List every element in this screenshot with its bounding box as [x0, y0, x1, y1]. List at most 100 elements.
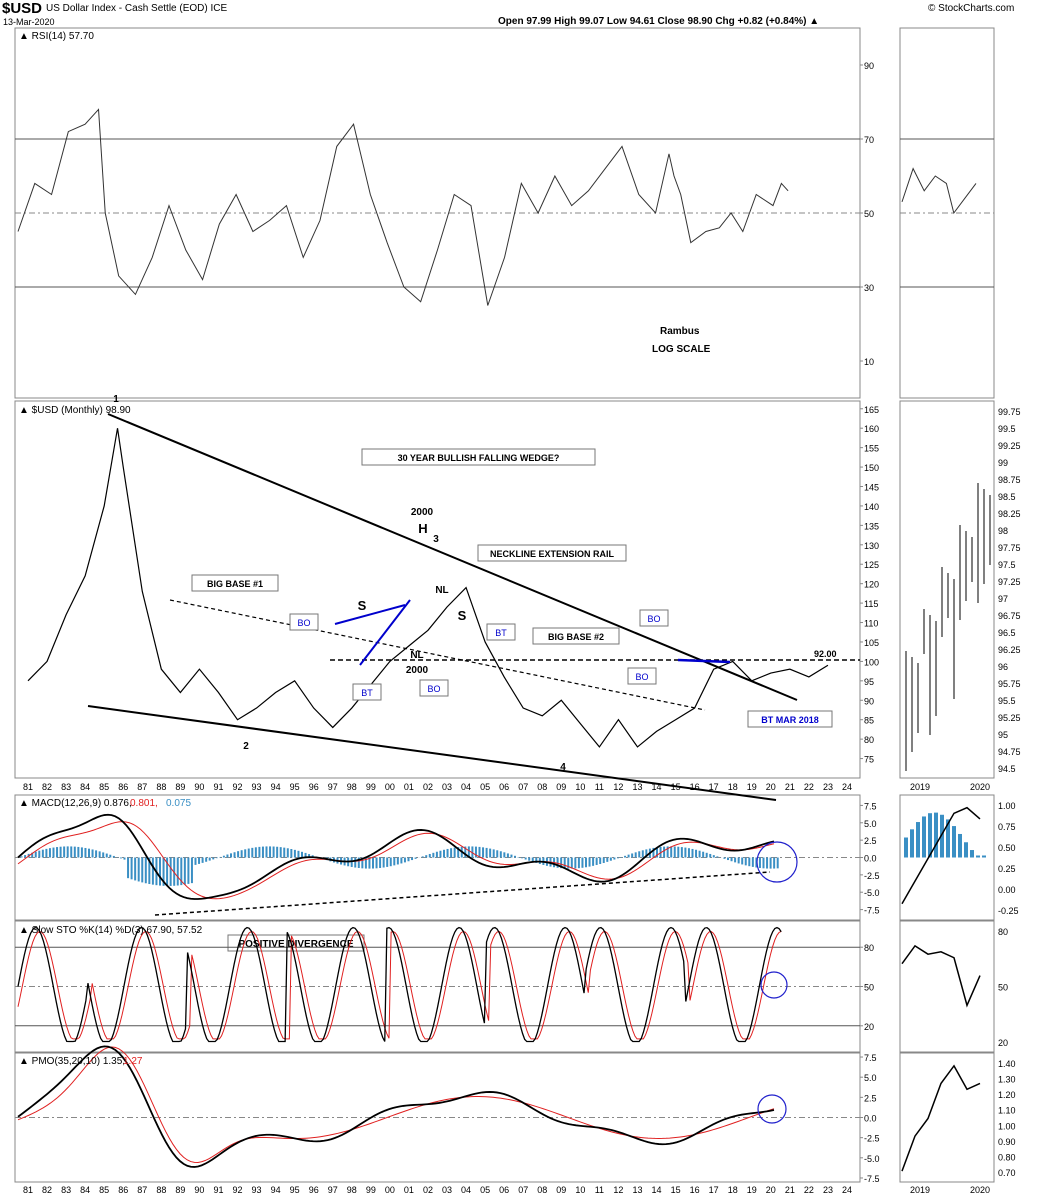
pmo-mini-ytick-label: 1.30	[998, 1075, 1016, 1085]
x-tick-label: 01	[404, 1185, 414, 1195]
x-tick-label: 16	[690, 782, 700, 792]
price-ytick-label: 120	[864, 580, 879, 590]
year-2000-bottom-label: 2000	[406, 665, 429, 676]
x-tick-label: 94	[271, 1185, 281, 1195]
x-tick-label: 04	[461, 782, 471, 792]
head-label: H	[418, 521, 427, 536]
x-tick-label: 18	[728, 782, 738, 792]
chart-name: US Dollar Index - Cash Settle (EOD) ICE	[46, 3, 228, 14]
x-tick-label: 17	[709, 782, 719, 792]
macd-mini-bar	[976, 855, 980, 858]
price-mini-ytick-label: 94.5	[998, 764, 1016, 774]
price-mini-ytick-label: 95.75	[998, 679, 1021, 689]
macd-mini-bar	[958, 833, 962, 858]
x-tick-label: 98	[347, 1185, 357, 1195]
bt-callout-2-box	[486, 623, 516, 641]
bo-callout-1: BO	[297, 618, 310, 628]
x-tick-label: 10	[575, 1185, 585, 1195]
x-tick-label: 97	[328, 782, 338, 792]
chart-symbol: $USD	[2, 0, 43, 17]
mini-x-tick-label: 2019	[910, 1185, 930, 1195]
macd-ytick-label: 5.0	[864, 819, 877, 829]
x-tick-label: 84	[80, 1185, 90, 1195]
pmo-mini-line	[901, 1064, 981, 1172]
x-tick-label: 12	[613, 1185, 623, 1195]
price-ytick-label: 110	[864, 619, 878, 629]
price-ytick-label: 115	[864, 599, 878, 609]
pmo-mini-ytick-label: 0.80	[998, 1152, 1016, 1162]
price-label: ▲ $USD (Monthly) 98.90	[19, 405, 131, 416]
price-line	[27, 428, 829, 748]
x-tick-label: 06	[499, 1185, 509, 1195]
macd-signal-label: 0.801,	[130, 798, 158, 809]
rsi-ytick-label: 90	[864, 61, 874, 71]
pmo-ytick-label: -5.0	[864, 1154, 880, 1164]
x-tick-label: 03	[442, 1185, 452, 1195]
chart-date: 13-Mar-2020	[3, 17, 55, 27]
x-tick-label: 15	[671, 1185, 681, 1195]
macd-mini-bar	[928, 813, 932, 858]
x-tick-label: 89	[175, 1185, 185, 1195]
x-tick-label: 11	[595, 782, 604, 792]
macd-mini-bar	[964, 842, 968, 858]
x-tick-label: 92	[233, 1185, 243, 1195]
x-tick-label: 99	[366, 1185, 376, 1195]
macd-signal-line	[17, 821, 775, 900]
x-tick-label: 09	[556, 1185, 566, 1195]
nl-label: NL	[410, 650, 423, 661]
macd-mini-ytick-label: 0.50	[998, 843, 1016, 853]
price-panel-frame	[14, 400, 861, 779]
macd-ytick-label: 7.5	[864, 801, 877, 811]
pmo-mini-ytick-label: 1.00	[998, 1121, 1016, 1131]
price-mini-ytick-label: 99.5	[998, 424, 1016, 434]
x-tick-label: 82	[42, 782, 52, 792]
price-mini-ytick-label: 99	[998, 458, 1008, 468]
wedge-title-callout: 30 YEAR BULLISH FALLING WEDGE?	[398, 453, 560, 463]
x-tick-label: 17	[709, 1185, 719, 1195]
price-mini-ytick-label: 95.5	[998, 696, 1016, 706]
price-ytick-label: 165	[864, 405, 879, 415]
macd-mini-bar	[910, 829, 914, 858]
copyright: © StockCharts.com	[928, 3, 1015, 14]
x-tick-label: 81	[23, 782, 33, 792]
ohlc-readout: Open 97.99 High 99.07 Low 94.61 Close 98…	[498, 16, 820, 27]
pmo-mini-frame	[899, 1052, 995, 1183]
x-tick-label: 00	[385, 782, 395, 792]
neckline-extension-callout-box	[477, 544, 627, 562]
x-tick-label: 14	[652, 1185, 662, 1195]
bo-callout-4: BO	[647, 614, 660, 624]
price-mini-ytick-label: 96.5	[998, 628, 1016, 638]
sto-mini-frame	[899, 920, 995, 1053]
rsi-ytick-label: 70	[864, 135, 874, 145]
big-base-2-callout: BIG BASE #2	[548, 632, 604, 642]
bo-callout-4-box	[639, 609, 669, 627]
macd-label: ▲ MACD(12,26,9) 0.876,	[19, 798, 132, 809]
x-tick-label: 05	[480, 782, 490, 792]
year-2000-top-label: 2000	[411, 507, 434, 518]
mini-x-tick-label: 2019	[910, 782, 930, 792]
price-mini-ytick-label: 94.75	[998, 747, 1021, 757]
wave-1-label: 1	[113, 394, 119, 405]
rsi-ytick-label: 30	[864, 283, 874, 293]
sto-ytick-label: 20	[864, 1022, 874, 1032]
bo-callout-1-box	[289, 613, 319, 631]
macd-mini-bar	[982, 855, 986, 858]
price-ytick-label: 130	[864, 541, 879, 551]
annotation-92: 92.00	[814, 649, 837, 659]
blue-trendline-1	[334, 604, 406, 625]
x-tick-label: 95	[290, 1185, 300, 1195]
annotation-log-scale: LOG SCALE	[652, 344, 711, 355]
bt-callout-2: BT	[495, 628, 507, 638]
price-ytick-label: 80	[864, 735, 874, 745]
pmo-highlight-circle	[757, 1094, 787, 1124]
x-tick-label: 82	[42, 1185, 52, 1195]
x-tick-label: 01	[404, 782, 414, 792]
neckline-extension-callout: NECKLINE EXTENSION RAIL	[490, 549, 615, 559]
big-base-2-callout-box	[532, 627, 620, 645]
sto-k-line	[17, 926, 782, 1043]
macd-mini-bar	[904, 837, 908, 858]
x-tick-label: 21	[785, 1185, 795, 1195]
pmo-mini-ytick-label: 1.40	[998, 1059, 1016, 1069]
pmo-mini-ytick-label: 1.20	[998, 1090, 1016, 1100]
